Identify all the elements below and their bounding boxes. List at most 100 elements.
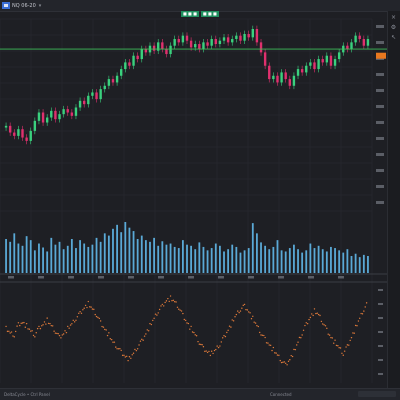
oscillator-point	[231, 319, 233, 321]
oscillator-point	[232, 320, 235, 322]
oscillator-point	[136, 348, 139, 350]
oscillator-point	[263, 334, 265, 337]
oscillator-point	[220, 341, 222, 343]
oscillator-point	[279, 359, 281, 362]
volume-bar	[223, 251, 225, 273]
volume-bar	[317, 245, 320, 273]
oscillator-point	[186, 322, 188, 324]
oscillator-point	[87, 300, 90, 303]
candle-body	[354, 35, 357, 43]
oscillator-point	[75, 319, 77, 321]
oscillator-point	[293, 348, 295, 351]
oscillator-point	[28, 328, 31, 330]
right-toolbar: × ⚙ ↖	[387, 11, 400, 389]
candle-body	[243, 34, 246, 41]
price-chart[interactable]	[0, 11, 388, 389]
candle-body	[144, 49, 148, 53]
oscillator-point	[294, 348, 297, 351]
candle-body	[54, 110, 57, 120]
oscillator-point	[317, 313, 320, 316]
oscillator-point	[200, 343, 202, 346]
price-tick-label	[376, 89, 384, 92]
oscillator-point	[120, 349, 122, 352]
oscillator-point	[6, 330, 9, 333]
candle-body	[210, 39, 213, 46]
settings-icon[interactable]: ⚙	[390, 24, 397, 31]
oscillator-point	[205, 350, 207, 352]
volume-bar	[149, 241, 151, 273]
oscillator-point	[305, 322, 307, 324]
status-action-button[interactable]	[358, 391, 396, 397]
oscillator-point	[167, 297, 169, 300]
oscillator-point	[60, 337, 62, 339]
candle-body	[296, 69, 300, 76]
oscillator-point	[154, 313, 157, 315]
oscillator-point	[108, 332, 110, 334]
candle-body	[350, 42, 353, 50]
candle-body	[181, 35, 185, 43]
volume-bar	[243, 250, 246, 273]
oscillator-point	[219, 345, 221, 347]
volume-bar	[231, 244, 234, 273]
oscillator-point	[194, 334, 196, 336]
oscillator-point	[164, 301, 166, 304]
candle-body	[276, 75, 279, 83]
oscillator-point	[161, 303, 164, 306]
oscillator-point	[115, 346, 117, 348]
oscillator-point	[61, 334, 64, 336]
candle-body	[161, 42, 164, 50]
price-tick-label	[376, 121, 384, 124]
oscillator-point	[147, 330, 150, 332]
oscillator-point	[249, 312, 251, 314]
candle-body	[8, 125, 12, 133]
chevron-down-icon[interactable]: ▾	[38, 2, 42, 9]
oscillator-point	[297, 341, 299, 343]
oscillator-point	[14, 330, 17, 333]
volume-bar	[313, 248, 316, 273]
oscillator-point	[216, 345, 218, 347]
candle-body	[25, 137, 28, 141]
oscillator-point	[283, 361, 286, 363]
oscillator-point	[110, 338, 113, 341]
last-price-marker	[376, 52, 386, 59]
oscillator-point	[76, 316, 79, 318]
oscillator-point	[357, 320, 360, 322]
volume-bar	[50, 237, 53, 273]
oscillator-point	[201, 344, 203, 346]
candle-body	[305, 65, 308, 73]
volume-bar	[99, 241, 102, 273]
candle-body	[70, 112, 74, 116]
oscillator-point	[113, 341, 116, 343]
oscillator-point	[69, 324, 72, 326]
volume-bar	[25, 236, 28, 273]
oscillator-point	[141, 338, 143, 341]
volume-bar	[288, 248, 291, 273]
oscillator-point	[145, 333, 147, 335]
candle-body	[321, 59, 324, 63]
volume-bar	[251, 223, 254, 273]
oscillator-point	[335, 344, 338, 347]
oscillator-point	[265, 342, 268, 344]
oscillator-point	[171, 299, 173, 302]
candle-body	[313, 62, 316, 70]
close-icon[interactable]: ×	[390, 14, 397, 21]
volume-bar	[256, 233, 258, 273]
oscillator-point	[345, 346, 347, 348]
cursor-icon[interactable]: ↖	[390, 34, 397, 41]
candle-body	[136, 55, 139, 60]
candle-body	[288, 79, 292, 86]
oscillator-point	[311, 313, 313, 315]
window-title[interactable]: NQ 06-20	[12, 2, 36, 9]
volume-bar	[112, 228, 114, 273]
oscillator-point	[275, 352, 277, 354]
legend-tag[interactable]: ■ ■ ■	[200, 11, 219, 17]
volume-bar	[276, 240, 279, 273]
oscillator-point	[257, 325, 260, 328]
legend-tag[interactable]: ■ ■ ■	[181, 11, 199, 17]
oscillator-point	[309, 316, 312, 319]
candle-body	[198, 44, 201, 50]
oscillator-point	[173, 301, 176, 303]
oscillator-point	[126, 355, 128, 358]
status-bar: DeltaCycle • Ctrl Panel Connected	[0, 388, 400, 400]
candle-body	[284, 72, 287, 80]
